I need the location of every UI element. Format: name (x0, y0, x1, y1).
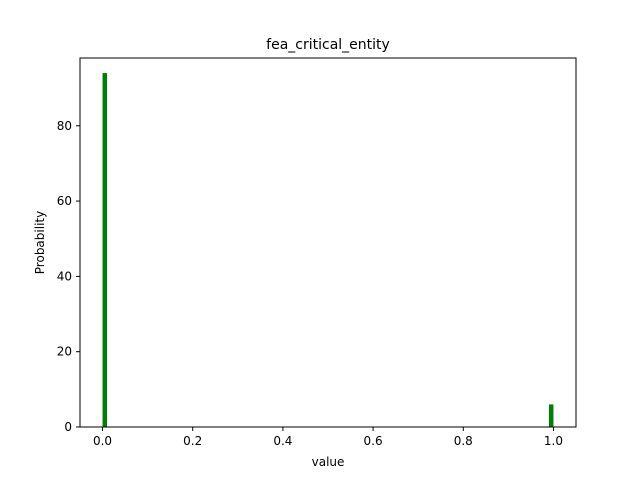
x-tick-label: 0.0 (93, 434, 112, 448)
x-tick-label: 1.0 (544, 434, 563, 448)
y-axis-ticks: 0 20 40 60 80 (57, 119, 80, 434)
y-tick-label: 20 (57, 345, 72, 359)
x-axis-ticks: 0.0 0.2 0.4 0.6 0.8 1.0 (93, 427, 563, 448)
x-tick-label: 0.4 (273, 434, 292, 448)
plot-frame (79, 57, 577, 428)
histogram-bar-0 (102, 73, 108, 428)
chart-title: fea_critical_entity (266, 37, 390, 53)
x-axis-label: value (312, 455, 345, 469)
x-tick-label: 0.8 (454, 434, 473, 448)
x-tick-label: 0.2 (183, 434, 202, 448)
bars-layer (102, 73, 554, 428)
x-tick-label: 0.6 (364, 434, 383, 448)
y-tick-label: 60 (57, 194, 72, 208)
y-axis-label: Probability (33, 211, 47, 274)
y-tick-label: 40 (57, 269, 72, 283)
y-tick-label: 0 (64, 420, 72, 434)
y-tick-label: 80 (57, 119, 72, 133)
histogram-bar-1 (548, 404, 554, 427)
